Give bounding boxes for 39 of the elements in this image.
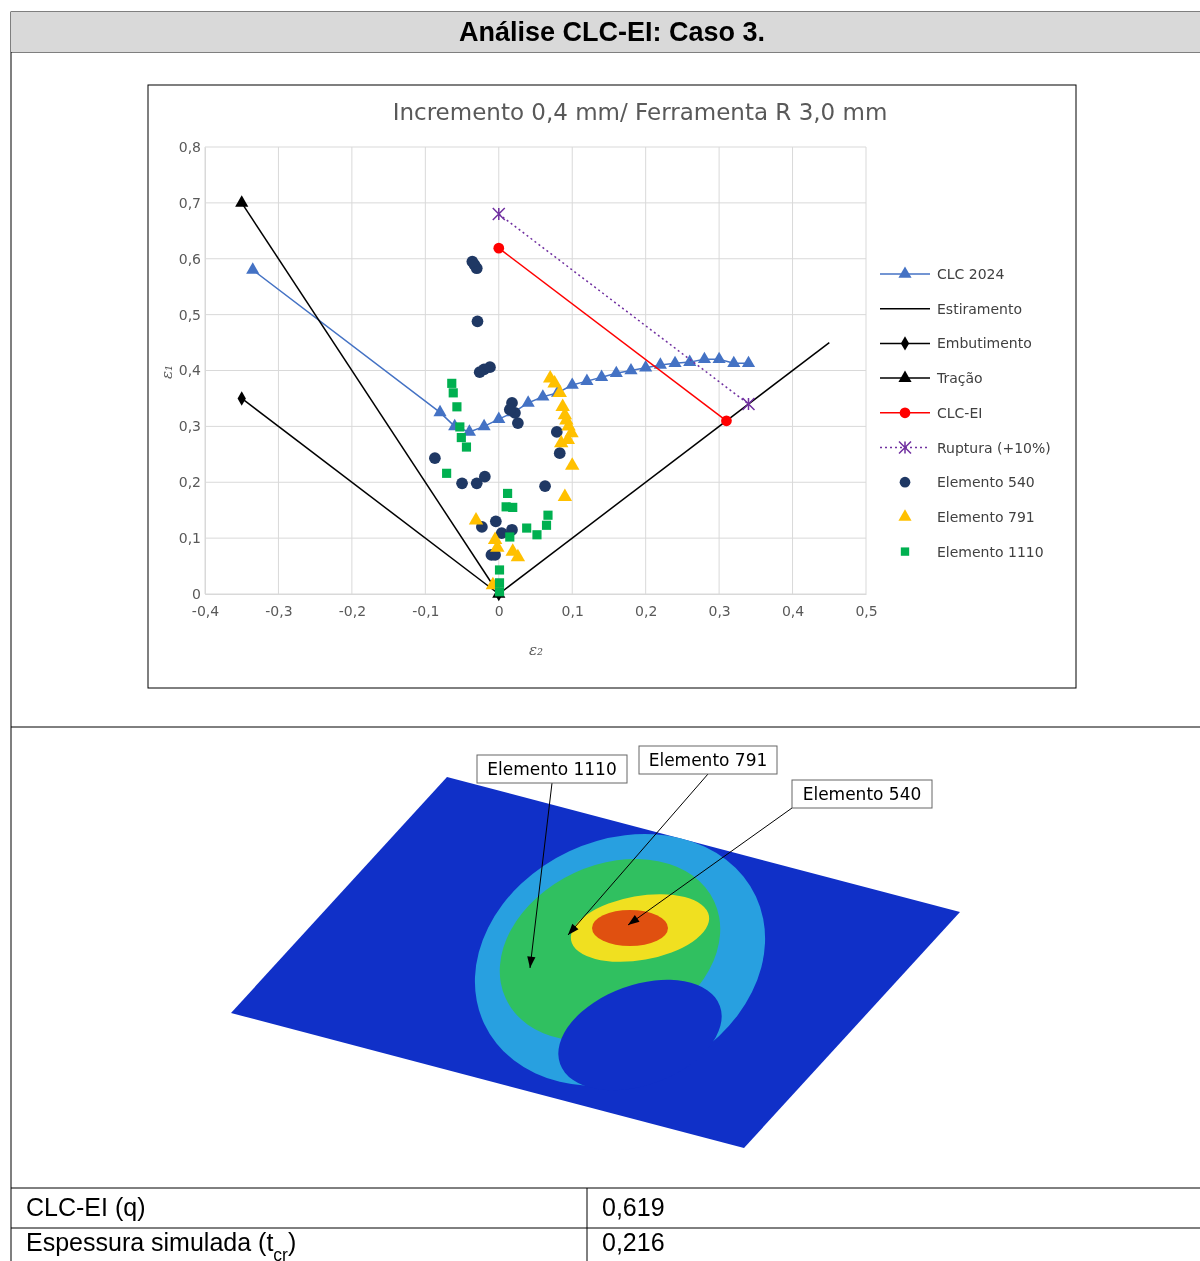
text: Elemento 540 <box>802 784 922 804</box>
y-tick-label: 0,5 <box>178 306 201 323</box>
legend-label: CLC 2024 <box>937 266 1005 282</box>
legend-label: Tração <box>936 370 983 387</box>
x-tick-label: 0,5 <box>855 602 878 619</box>
chart-subtitle: Análise CLC-EI: Caso 3. <box>458 17 766 47</box>
x-tick-label: -0,4 <box>191 602 220 619</box>
y-tick-label: 0,1 <box>178 530 201 547</box>
x-tick-label: 0,3 <box>708 602 731 619</box>
x-tick-label: 0,4 <box>781 602 805 619</box>
y-tick-label: 0,3 <box>178 418 201 435</box>
legend-label: Embutimento <box>937 335 1032 352</box>
text: Elemento 1110 <box>487 759 617 779</box>
chart-title: Incremento 0,4 mm/ Ferramenta R 3,0 mm <box>392 99 888 125</box>
y-tick-label: 0,8 <box>178 138 201 155</box>
x-axis-title: ε₂ <box>528 641 544 659</box>
legend-label: Elemento 540 <box>937 474 1035 491</box>
y-tick-label: 0,6 <box>178 250 202 267</box>
legend-label: Elemento 791 <box>937 508 1035 525</box>
legend-label: Ruptura (+10%) <box>937 439 1051 456</box>
y-axis-title: ε₁ <box>158 364 176 380</box>
x-tick-label: -0,2 <box>338 602 367 619</box>
y-tick-label: 0,4 <box>178 362 202 379</box>
x-tick-label: 0,1 <box>561 602 584 619</box>
text: Espessura simulada (t$_{cr}$) <box>26 1228 297 1261</box>
x-tick-label: -0,1 <box>412 602 440 619</box>
text: 0,619 <box>602 1193 665 1221</box>
legend-label: Estiramento <box>937 300 1023 317</box>
x-tick-label: -0,3 <box>265 602 293 619</box>
x-tick-label: 0 <box>494 602 504 619</box>
legend-label: Elemento 1110 <box>937 543 1044 560</box>
x-tick-label: 0,2 <box>635 602 658 619</box>
text: Elemento 791 <box>648 750 768 770</box>
y-tick-label: 0,2 <box>178 474 201 491</box>
text: 0,216 <box>602 1228 665 1256</box>
y-tick-label: 0,7 <box>178 194 201 211</box>
legend-label: CLC-EI <box>937 404 983 421</box>
y-tick-label: 0 <box>192 585 201 602</box>
text: CLC-EI (q) <box>26 1193 146 1221</box>
